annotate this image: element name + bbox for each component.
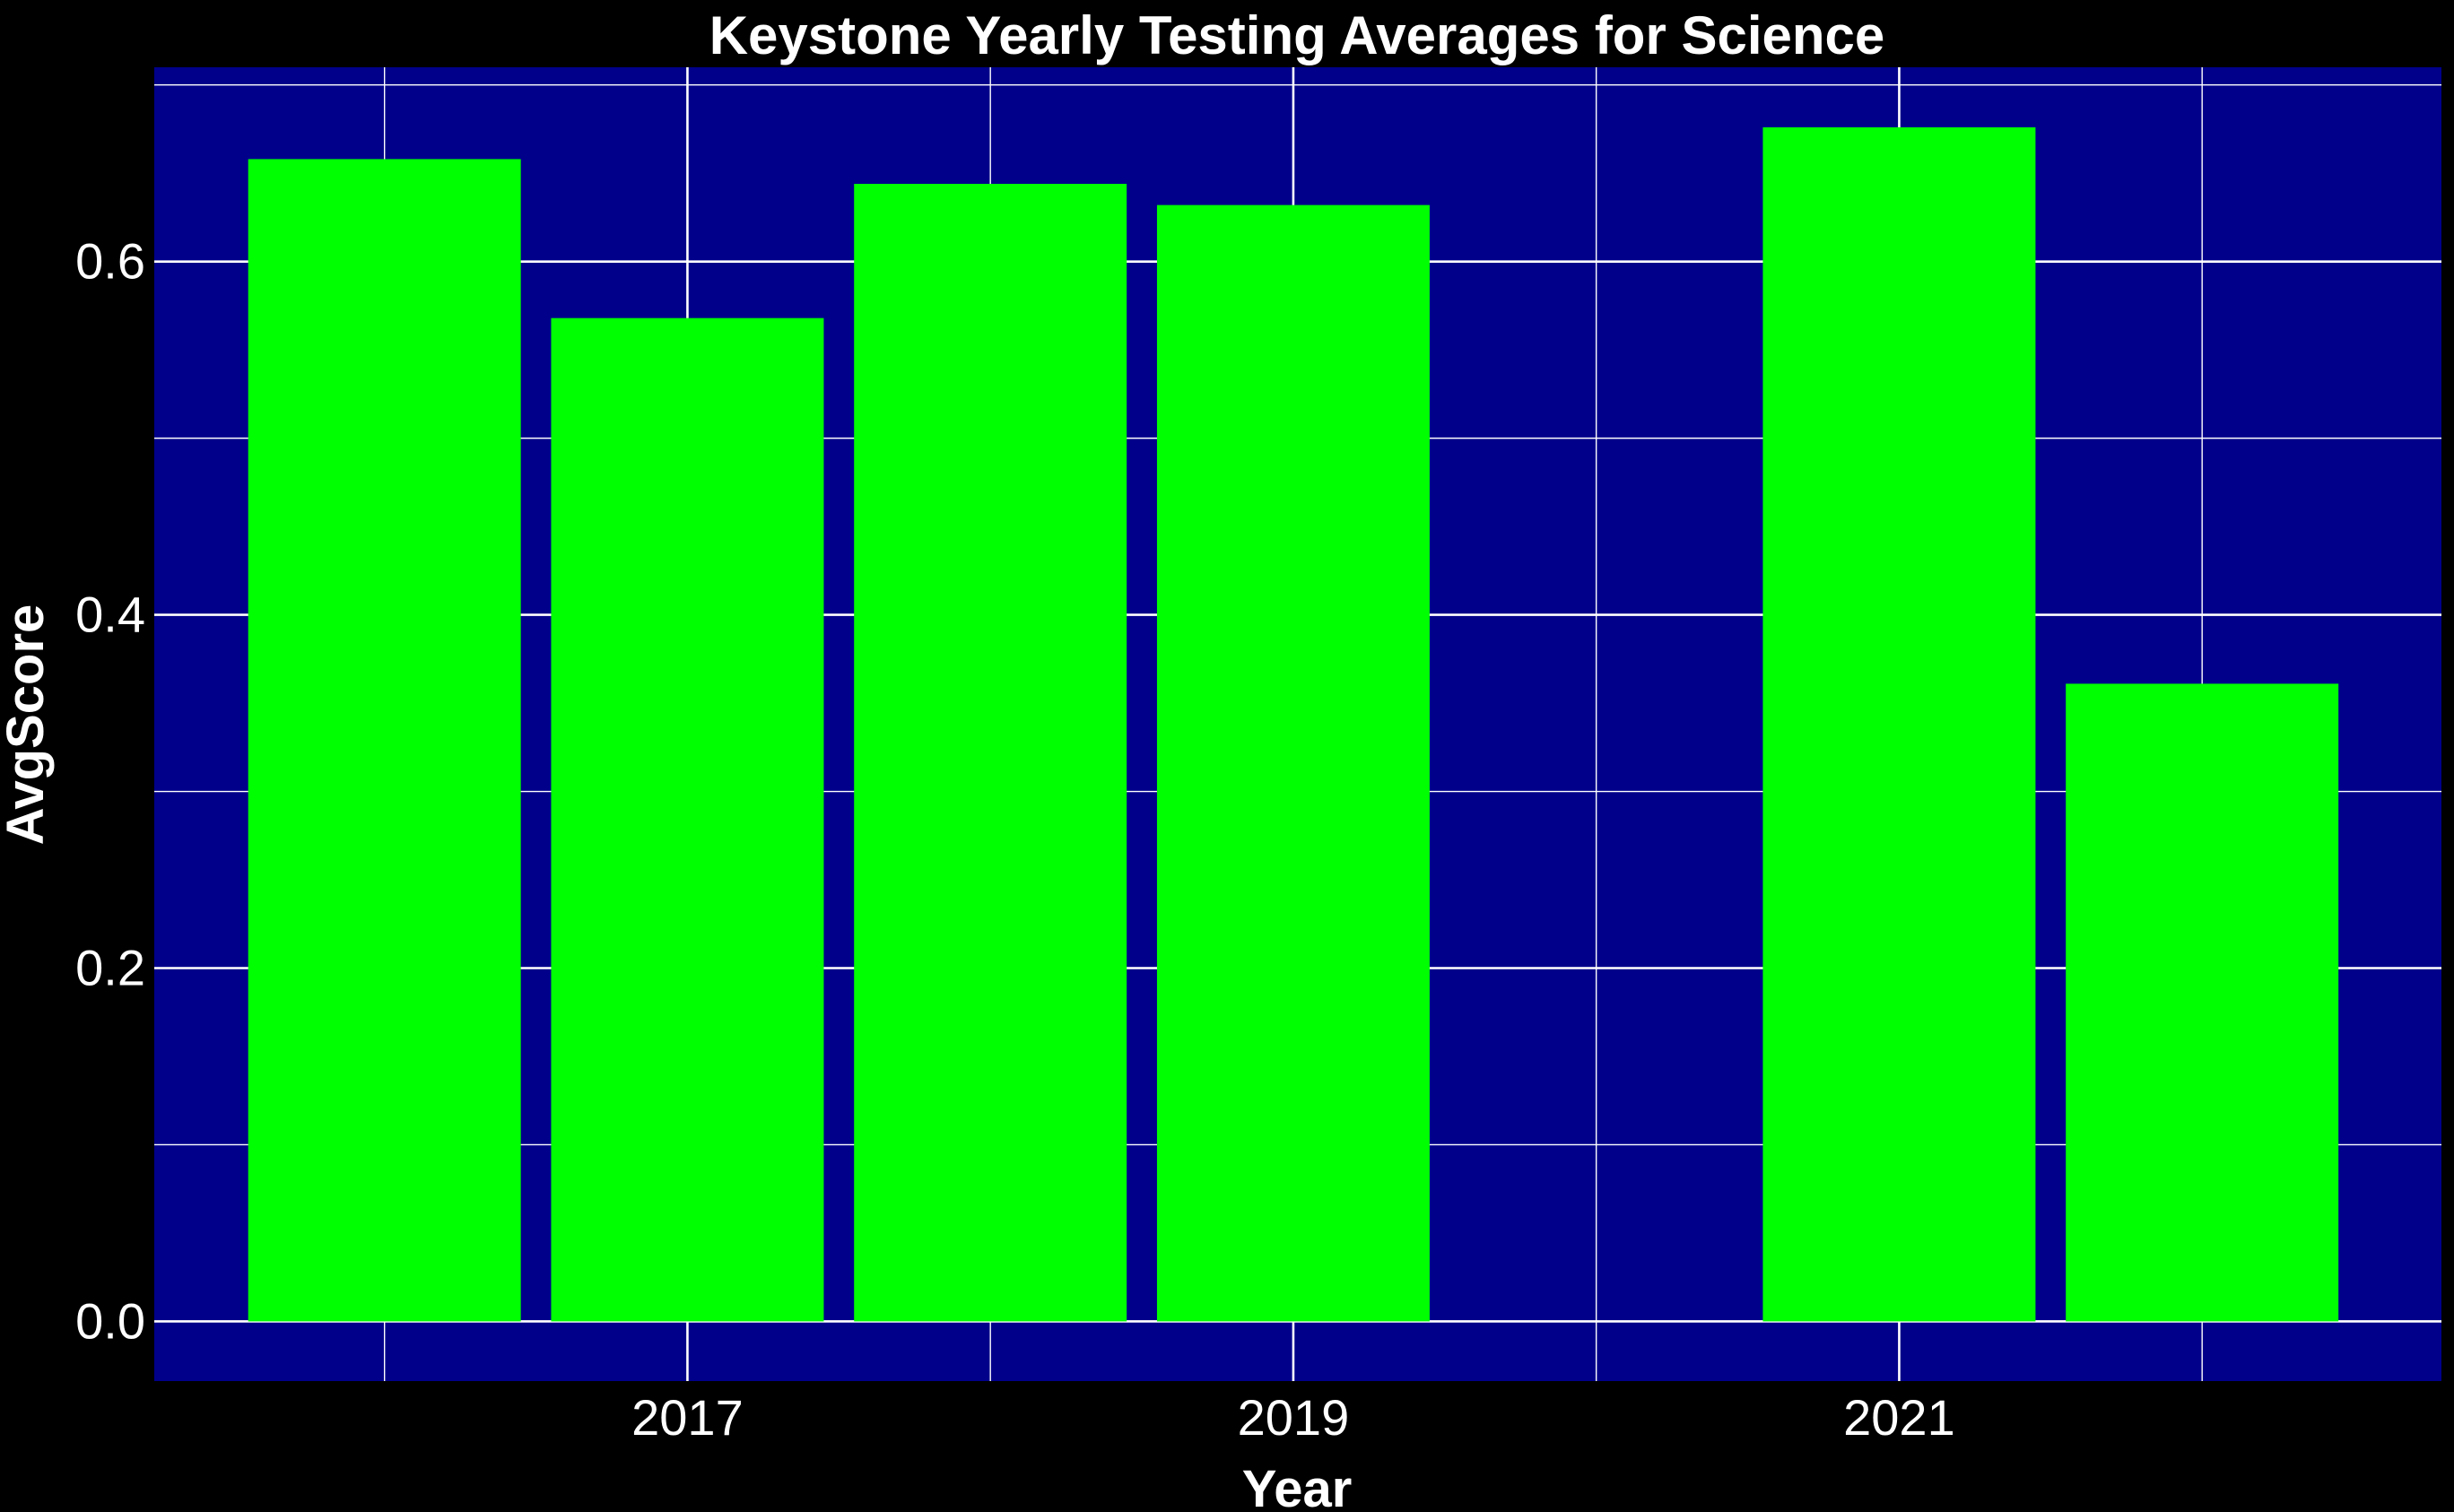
bar-2017 [551, 317, 824, 1322]
bar-2021 [1762, 126, 2036, 1322]
bars [248, 126, 2339, 1322]
x-axis-title: Year [1242, 1460, 1353, 1512]
x-tick-labels: 2017 2019 2021 [631, 1389, 1955, 1446]
y-tick-label: 0.0 [75, 1292, 145, 1349]
x-tick-label: 2021 [1843, 1389, 1955, 1446]
bar-2022 [2066, 683, 2339, 1322]
y-axis-title: AvgScore [0, 604, 55, 846]
x-tick-label: 2019 [1238, 1389, 1350, 1446]
y-tick-label: 0.4 [75, 587, 145, 643]
y-tick-labels: 0.0 0.2 0.4 0.6 [75, 233, 145, 1350]
bar-2018 [854, 183, 1127, 1322]
x-tick-label: 2017 [631, 1389, 744, 1446]
bar-2016 [248, 159, 521, 1322]
y-tick-label: 0.2 [75, 940, 145, 996]
chart-title: Keystone Yearly Testing Averages for Sci… [709, 5, 1885, 65]
bar-2019 [1156, 204, 1430, 1322]
y-tick-label: 0.6 [75, 233, 145, 290]
